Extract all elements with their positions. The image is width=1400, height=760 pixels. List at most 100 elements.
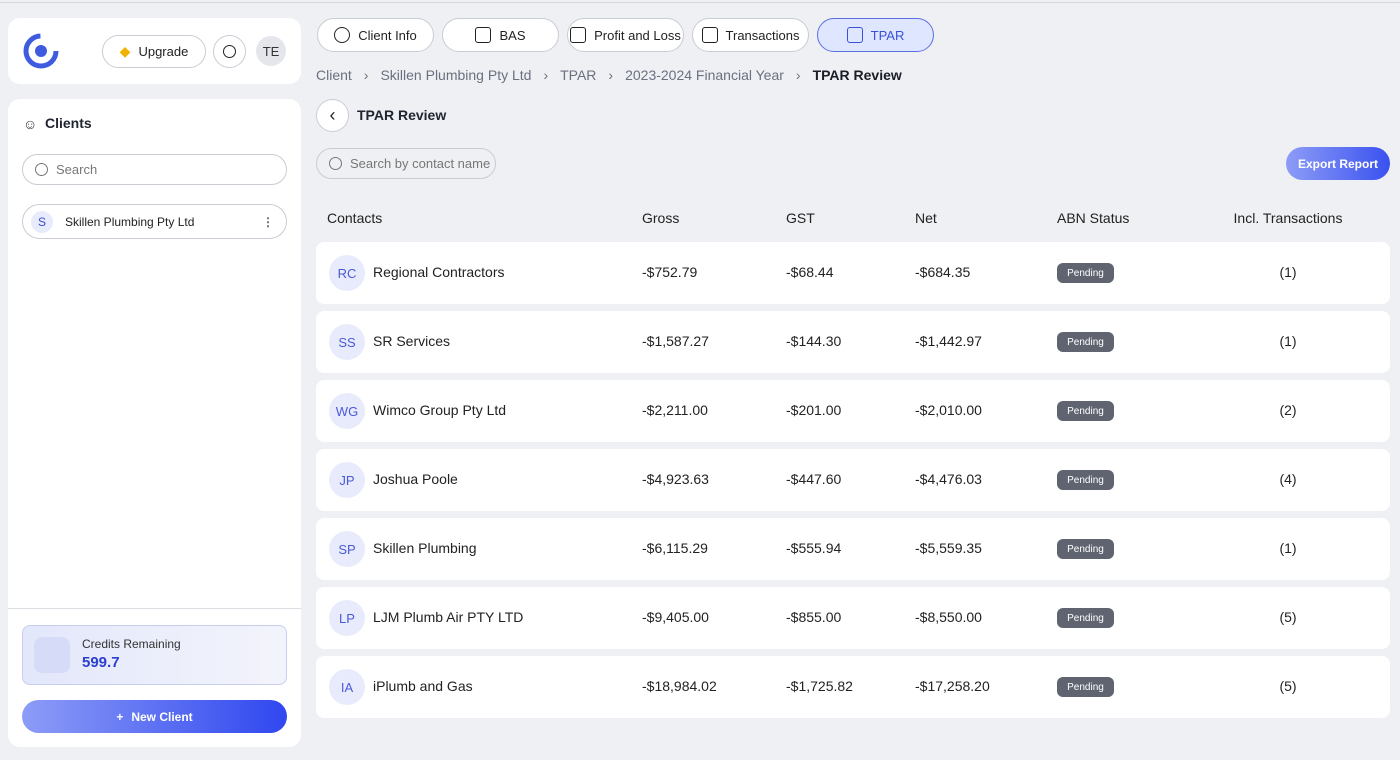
net: -$8,550.00 — [915, 609, 982, 625]
column-header: ABN Status — [1057, 210, 1130, 226]
breadcrumb-separator: › — [795, 67, 801, 83]
breadcrumb-separator: › — [608, 67, 614, 83]
breadcrumb-item[interactable]: Client — [316, 67, 352, 83]
net: -$4,476.03 — [915, 471, 982, 487]
contact-name: LJM Plumb Air PTY LTD — [373, 609, 524, 625]
table-row[interactable]: IA iPlumb and Gas -$18,984.02 -$1,725.82 -$1… — [316, 656, 1390, 718]
clients-panel: ☺ Clients Search S Skillen Plumbing Pty L… — [8, 99, 301, 747]
abn-status-badge: Pending — [1057, 401, 1114, 421]
tab-icon — [334, 27, 351, 43]
page-title: TPAR Review — [357, 107, 447, 123]
search-icon — [329, 157, 342, 170]
brand-card: ◆ Upgrade TE — [8, 18, 301, 84]
new-client-label: New Client — [131, 709, 193, 724]
gst: -$555.94 — [786, 540, 842, 556]
search-placeholder: Search — [56, 162, 98, 177]
contact-avatar: SS — [329, 324, 365, 360]
abn-status-badge: Pending — [1057, 263, 1114, 283]
tab[interactable]: Client Info — [317, 18, 434, 52]
upgrade-button[interactable]: ◆ Upgrade — [102, 35, 206, 68]
contact-avatar: RC — [329, 255, 365, 291]
client-name: Skillen Plumbing Pty Ltd — [65, 214, 195, 229]
support-button[interactable] — [213, 35, 246, 68]
logo — [23, 33, 59, 69]
credits-box: Credits Remaining 599.7 — [22, 625, 287, 685]
tab[interactable]: TPAR — [817, 18, 934, 52]
incl-transactions[interactable]: (5) — [1279, 678, 1297, 694]
client-item[interactable]: S Skillen Plumbing Pty Ltd ⋮ — [22, 204, 287, 239]
tab-icon — [846, 27, 863, 43]
tab[interactable]: Profit and Loss — [567, 18, 684, 52]
new-client-button[interactable]: + New Client — [22, 700, 287, 733]
clients-title: Clients — [45, 115, 92, 131]
client-search[interactable]: Search — [22, 154, 287, 185]
contact-search[interactable]: Search by contact name — [316, 148, 496, 179]
contact-name: SR Services — [373, 333, 451, 349]
gross: -$18,984.02 — [642, 678, 717, 694]
table-row[interactable]: SS SR Services -$1,587.27 -$144.30 -$1,442.9… — [316, 311, 1390, 373]
tab-label: BAS — [499, 27, 526, 43]
net: -$1,442.97 — [915, 333, 982, 349]
breadcrumb-item[interactable]: 2023-2024 Financial Year — [625, 67, 784, 83]
diamond-icon: ◆ — [119, 43, 131, 59]
table-row[interactable]: LP LJM Plumb Air PTY LTD -$9,405.00 -$855.0… — [316, 587, 1390, 649]
incl-transactions[interactable]: (2) — [1279, 402, 1297, 418]
contact-name: iPlumb and Gas — [373, 678, 473, 694]
table-row[interactable]: JP Joshua Poole -$4,923.63 -$447.60 -$4,476.… — [316, 449, 1390, 511]
back-button[interactable]: ‹ — [316, 99, 349, 132]
export-button[interactable]: Export Report — [1286, 147, 1390, 180]
column-header: Contacts — [327, 210, 383, 226]
contact-name: Joshua Poole — [373, 471, 458, 487]
table-row[interactable]: SP Skillen Plumbing -$6,115.29 -$555.94 -$5,… — [316, 518, 1390, 580]
breadcrumb-item: TPAR Review — [812, 67, 902, 83]
breadcrumb-item[interactable]: TPAR — [560, 67, 597, 83]
gross: -$6,115.29 — [642, 540, 708, 556]
column-header: Net — [915, 210, 937, 226]
table-row[interactable]: WG Wimco Group Pty Ltd -$2,211.00 -$201.00 -… — [316, 380, 1390, 442]
gst: -$447.60 — [786, 471, 842, 487]
incl-transactions[interactable]: (1) — [1279, 540, 1297, 556]
contact-name: Skillen Plumbing — [373, 540, 477, 556]
tab-label: TPAR — [870, 27, 905, 43]
add-user-icon: + — [116, 709, 124, 724]
incl-transactions[interactable]: (1) — [1279, 333, 1297, 349]
gross: -$4,923.63 — [642, 471, 709, 487]
user-avatar[interactable]: TE — [256, 36, 286, 66]
contact-avatar: JP — [329, 462, 365, 498]
gross: -$9,405.00 — [642, 609, 709, 625]
credits-icon — [34, 637, 70, 673]
tab[interactable]: BAS — [442, 18, 559, 52]
net: -$2,010.00 — [915, 402, 982, 418]
gst: -$68.44 — [786, 264, 834, 280]
gross: -$2,211.00 — [642, 402, 708, 418]
incl-transactions[interactable]: (5) — [1279, 609, 1297, 625]
upgrade-label: Upgrade — [138, 44, 189, 59]
incl-transactions[interactable]: (4) — [1279, 471, 1297, 487]
tab-icon — [475, 27, 492, 43]
breadcrumb-item[interactable]: Skillen Plumbing Pty Ltd — [380, 67, 532, 83]
net: -$5,559.35 — [915, 540, 982, 556]
tab[interactable]: Transactions — [692, 18, 809, 52]
clients-icon: ☺ — [23, 116, 38, 132]
client-initial: S — [31, 210, 53, 233]
column-header: Incl. Transactions — [1233, 210, 1343, 226]
abn-status-badge: Pending — [1057, 539, 1114, 559]
incl-transactions[interactable]: (1) — [1279, 264, 1297, 280]
abn-status-badge: Pending — [1057, 677, 1114, 697]
contact-avatar: WG — [329, 393, 365, 429]
gross: -$1,587.27 — [642, 333, 709, 349]
table-row[interactable]: RC Regional Contractors -$752.79 -$68.44 -$6… — [316, 242, 1390, 304]
breadcrumb: Client › Skillen Plumbing Pty Ltd › TPAR › 202… — [316, 66, 902, 84]
breadcrumb-separator: › — [543, 67, 549, 83]
abn-status-badge: Pending — [1057, 470, 1114, 490]
net: -$17,258.20 — [915, 678, 990, 694]
contact-name: Regional Contractors — [373, 264, 505, 280]
abn-status-badge: Pending — [1057, 332, 1114, 352]
client-menu[interactable]: ⋮ — [262, 214, 274, 229]
tab-icon — [701, 27, 718, 43]
contact-name: Wimco Group Pty Ltd — [373, 402, 507, 418]
search-placeholder: Search by contact name — [350, 156, 491, 171]
gst: -$855.00 — [786, 609, 842, 625]
gst: -$144.30 — [786, 333, 842, 349]
